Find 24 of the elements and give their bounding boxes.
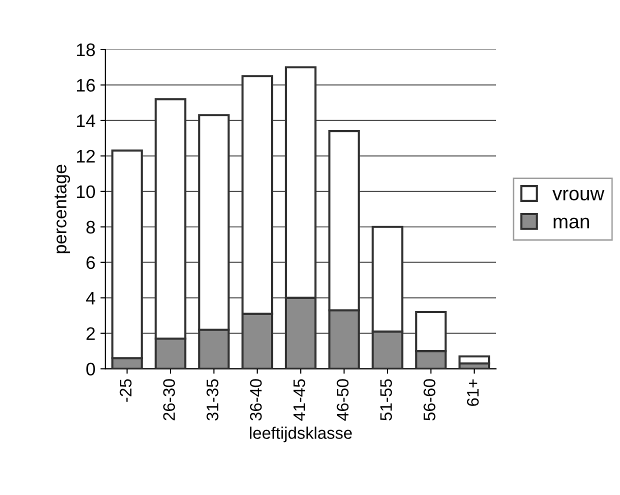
legend-label: vrouw: [552, 190, 604, 200]
x-tick-label: 56-60: [424, 379, 436, 420]
x-tick-label: 36-40: [250, 379, 262, 420]
x-tick-label: 26-30: [163, 379, 175, 420]
y-tick-label: 18: [76, 43, 95, 56]
legend-label: man: [554, 218, 589, 228]
y-tick-label: 16: [76, 78, 95, 92]
y-tick-label: 0: [86, 362, 95, 376]
y-axis-title: percentage: [54, 164, 70, 254]
x-tick-label: -25: [120, 379, 132, 402]
x-tick-label: 61+: [466, 379, 479, 406]
y-tick-label: 10: [76, 185, 95, 198]
y-tick-label: 2: [86, 327, 95, 340]
x-tick-label: 41-45: [294, 379, 306, 421]
bar: [458, 355, 490, 364]
y-tick-label: 4: [86, 292, 96, 304]
y-tick-label: 14: [76, 114, 96, 127]
y-tick-label: 6: [86, 256, 95, 270]
x-tick-label: 46-50: [336, 379, 349, 421]
y-tick-label: 12: [76, 150, 95, 162]
x-tick-label: 51-55: [380, 379, 392, 420]
x-tick-label: 31-35: [206, 379, 218, 420]
y-tick-label: 8: [86, 220, 95, 234]
x-axis-title: leeftijdsklasse: [250, 426, 352, 442]
